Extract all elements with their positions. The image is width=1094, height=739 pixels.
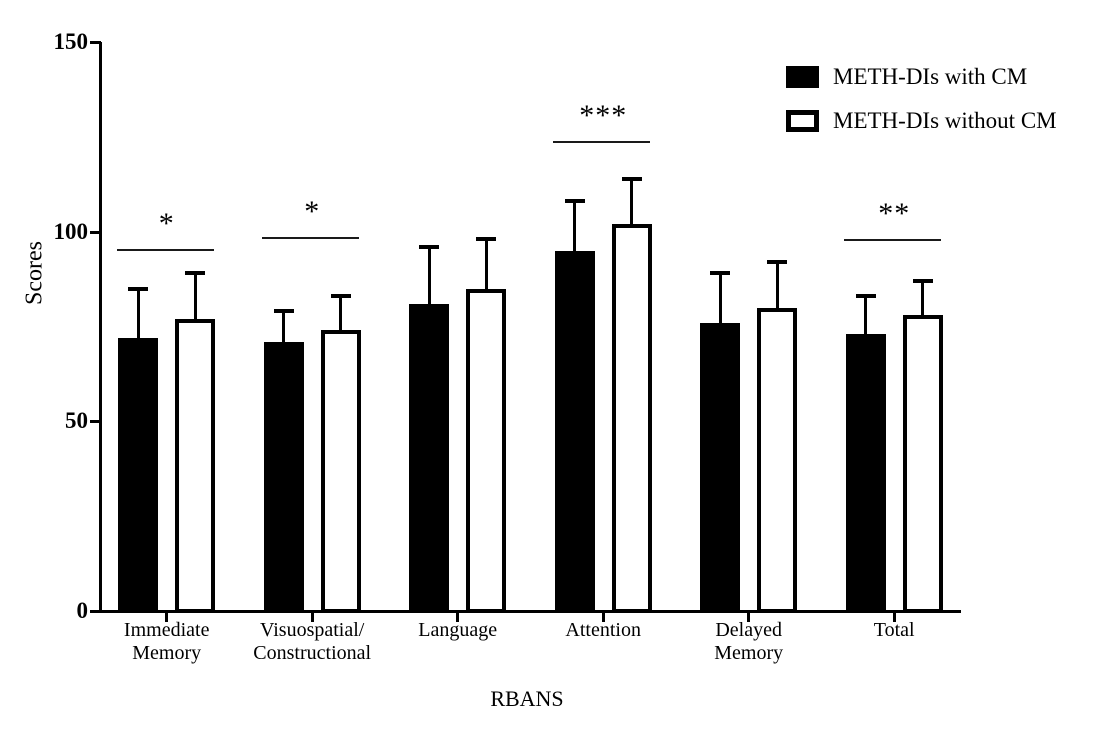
legend-item-without-cm: METH-DIs without CM bbox=[786, 108, 1057, 134]
error-bar-cap bbox=[564, 199, 585, 203]
x-axis-tick bbox=[601, 611, 605, 622]
category-label: Language bbox=[418, 619, 498, 641]
legend-swatch-outline-icon bbox=[786, 110, 819, 132]
category-label: Visuospatial/ bbox=[260, 619, 365, 641]
significance-marker: *** bbox=[579, 99, 628, 132]
legend: METH-DIs with CM METH-DIs without CM bbox=[786, 64, 1057, 134]
error-bar-cap bbox=[419, 245, 440, 249]
error-bar-cap bbox=[621, 177, 642, 181]
error-bar-stem bbox=[864, 296, 868, 334]
error-bar-stem bbox=[136, 289, 140, 338]
y-axis-tick bbox=[90, 231, 101, 234]
error-bar-stem bbox=[921, 281, 925, 315]
y-tick-label: 0 bbox=[76, 598, 89, 623]
bar-without-cm bbox=[757, 308, 798, 613]
bar-with-cm bbox=[263, 342, 304, 613]
category-label: Constructional bbox=[253, 642, 372, 664]
y-axis-tick bbox=[90, 420, 101, 423]
legend-label-with-cm: METH-DIs with CM bbox=[833, 64, 1028, 89]
error-bar-cap bbox=[128, 287, 149, 291]
y-tick-label: 150 bbox=[53, 29, 89, 54]
y-axis-tick bbox=[90, 41, 101, 44]
error-bar-stem bbox=[427, 247, 431, 304]
error-bar-cap bbox=[912, 279, 933, 283]
significance-line bbox=[844, 239, 942, 241]
x-axis-tick bbox=[892, 611, 896, 622]
significance-line bbox=[116, 249, 214, 251]
bar-with-cm bbox=[409, 304, 450, 613]
error-bar-stem bbox=[282, 311, 286, 342]
legend-swatch-filled-icon bbox=[786, 66, 819, 88]
category-label: Total bbox=[873, 619, 915, 641]
error-bar-cap bbox=[855, 294, 876, 298]
error-bar-stem bbox=[193, 273, 197, 319]
significance-marker: * bbox=[158, 207, 175, 240]
y-axis-line bbox=[99, 42, 102, 613]
bar-without-cm bbox=[466, 289, 507, 613]
error-bar-cap bbox=[185, 271, 206, 275]
error-bar-cap bbox=[330, 294, 351, 298]
bar-without-cm bbox=[902, 315, 943, 613]
legend-label-without-cm: METH-DIs without CM bbox=[833, 108, 1057, 133]
bar-with-cm bbox=[554, 251, 595, 613]
bar-with-cm bbox=[700, 323, 741, 613]
bar-without-cm bbox=[320, 330, 361, 613]
bar-with-cm bbox=[845, 334, 886, 613]
category-label: Delayed bbox=[715, 619, 782, 641]
bar-without-cm bbox=[611, 224, 652, 613]
category-label: Memory bbox=[132, 642, 202, 664]
x-axis-tick bbox=[747, 611, 751, 622]
x-axis-tick bbox=[310, 611, 314, 622]
error-bar-stem bbox=[484, 239, 488, 289]
category-label: Memory bbox=[714, 642, 784, 664]
significance-line bbox=[262, 237, 360, 239]
significance-line bbox=[553, 141, 651, 143]
error-bar-stem bbox=[573, 201, 577, 251]
error-bar-cap bbox=[767, 260, 788, 264]
error-bar-stem bbox=[339, 296, 343, 330]
y-axis-title: Scores bbox=[21, 241, 48, 305]
error-bar-cap bbox=[476, 237, 497, 241]
y-axis-tick bbox=[90, 610, 101, 613]
bar-without-cm bbox=[175, 319, 216, 613]
error-bar-cap bbox=[273, 309, 294, 313]
error-bar-stem bbox=[718, 273, 722, 323]
error-bar-stem bbox=[775, 262, 779, 308]
category-label: Immediate bbox=[123, 619, 210, 641]
error-bar-stem bbox=[630, 179, 634, 224]
significance-marker: ** bbox=[878, 197, 911, 230]
legend-item-with-cm: METH-DIs with CM bbox=[786, 64, 1057, 90]
x-axis-tick bbox=[456, 611, 460, 622]
y-tick-label: 100 bbox=[53, 219, 89, 244]
error-bar-cap bbox=[710, 271, 731, 275]
x-axis-line bbox=[99, 610, 961, 613]
y-tick-label: 50 bbox=[65, 408, 88, 433]
x-axis-tick bbox=[165, 611, 169, 622]
significance-marker: * bbox=[304, 195, 321, 228]
bar-with-cm bbox=[118, 338, 159, 613]
x-axis-title: RBANS bbox=[490, 686, 564, 711]
category-label: Attention bbox=[565, 619, 641, 641]
